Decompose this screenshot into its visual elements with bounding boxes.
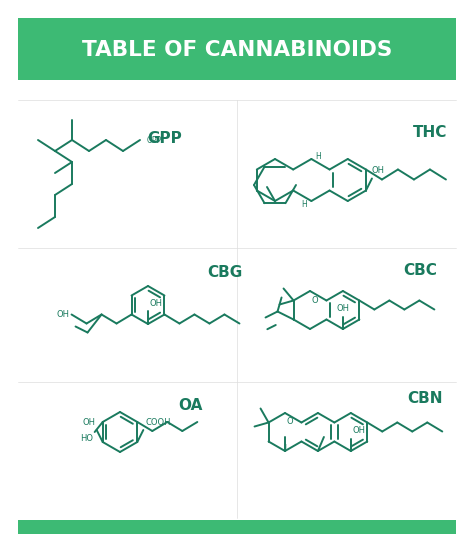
Text: H: H — [301, 200, 307, 208]
Text: OH: OH — [82, 418, 96, 427]
Text: CBN: CBN — [407, 390, 443, 405]
Text: GPP: GPP — [147, 131, 182, 146]
Text: COOH: COOH — [146, 418, 171, 427]
Text: O: O — [287, 417, 293, 426]
Text: OH: OH — [337, 304, 349, 313]
Text: OH: OH — [353, 426, 366, 435]
Text: O: O — [312, 296, 319, 305]
Text: CBG: CBG — [207, 265, 243, 280]
Text: TABLE OF CANNABINOIDS: TABLE OF CANNABINOIDS — [82, 40, 392, 60]
FancyBboxPatch shape — [18, 520, 456, 534]
Text: OH: OH — [150, 299, 163, 308]
Text: OPP: OPP — [147, 136, 162, 145]
Text: |: | — [284, 443, 286, 449]
Text: THC: THC — [413, 125, 447, 140]
Text: H: H — [315, 151, 321, 161]
Text: OH: OH — [372, 166, 385, 175]
FancyBboxPatch shape — [18, 18, 456, 80]
Text: HO: HO — [80, 434, 93, 443]
Text: OA: OA — [178, 398, 202, 413]
Text: OH: OH — [56, 310, 70, 319]
Text: CBC: CBC — [403, 262, 437, 277]
